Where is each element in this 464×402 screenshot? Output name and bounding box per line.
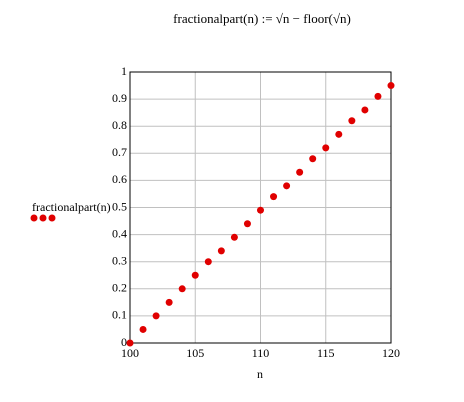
point <box>361 106 369 114</box>
point <box>243 220 251 228</box>
point <box>230 233 238 241</box>
point <box>296 168 304 176</box>
point <box>165 298 173 306</box>
point <box>191 271 199 279</box>
y-axis-label: fractionalpart(n) <box>32 200 111 214</box>
point <box>335 130 343 138</box>
point <box>178 285 186 293</box>
y-tick-label: 0.3 <box>112 253 127 267</box>
point <box>348 117 356 125</box>
x-tick-label: 120 <box>382 346 400 360</box>
plot-frame <box>129 71 392 344</box>
point <box>374 92 382 100</box>
y-tick-label: 0.1 <box>112 308 127 322</box>
point <box>257 206 264 214</box>
y-tick-label: 0.6 <box>112 172 127 186</box>
point <box>309 155 317 163</box>
y-tick-label: 0.2 <box>112 281 127 295</box>
legend-marker <box>39 214 47 222</box>
chart-title: fractionalpart(n) := √n − floor(√n) <box>173 11 351 26</box>
x-axis-label: n <box>257 367 263 381</box>
legend-marker <box>30 214 38 222</box>
point <box>283 182 291 190</box>
point <box>322 144 330 152</box>
point <box>152 312 160 320</box>
point <box>270 193 278 201</box>
point <box>126 339 134 347</box>
point <box>139 325 147 333</box>
x-tick-label: 110 <box>252 346 270 360</box>
point <box>204 258 212 266</box>
point <box>387 82 395 90</box>
legend-marker <box>48 214 56 222</box>
x-tick-label: 105 <box>186 346 204 360</box>
x-tick-label: 115 <box>317 346 335 360</box>
y-tick-label: 0.9 <box>112 91 127 105</box>
y-tick-label: 0 <box>121 335 127 349</box>
point <box>217 247 225 255</box>
y-tick-label: 0.8 <box>112 118 127 132</box>
y-tick-label: 0.5 <box>112 199 127 213</box>
y-tick-label: 0.4 <box>112 226 127 240</box>
x-tick-label: 100 <box>121 346 139 360</box>
y-tick-label: 1 <box>121 64 127 78</box>
y-tick-label: 0.7 <box>112 145 127 159</box>
